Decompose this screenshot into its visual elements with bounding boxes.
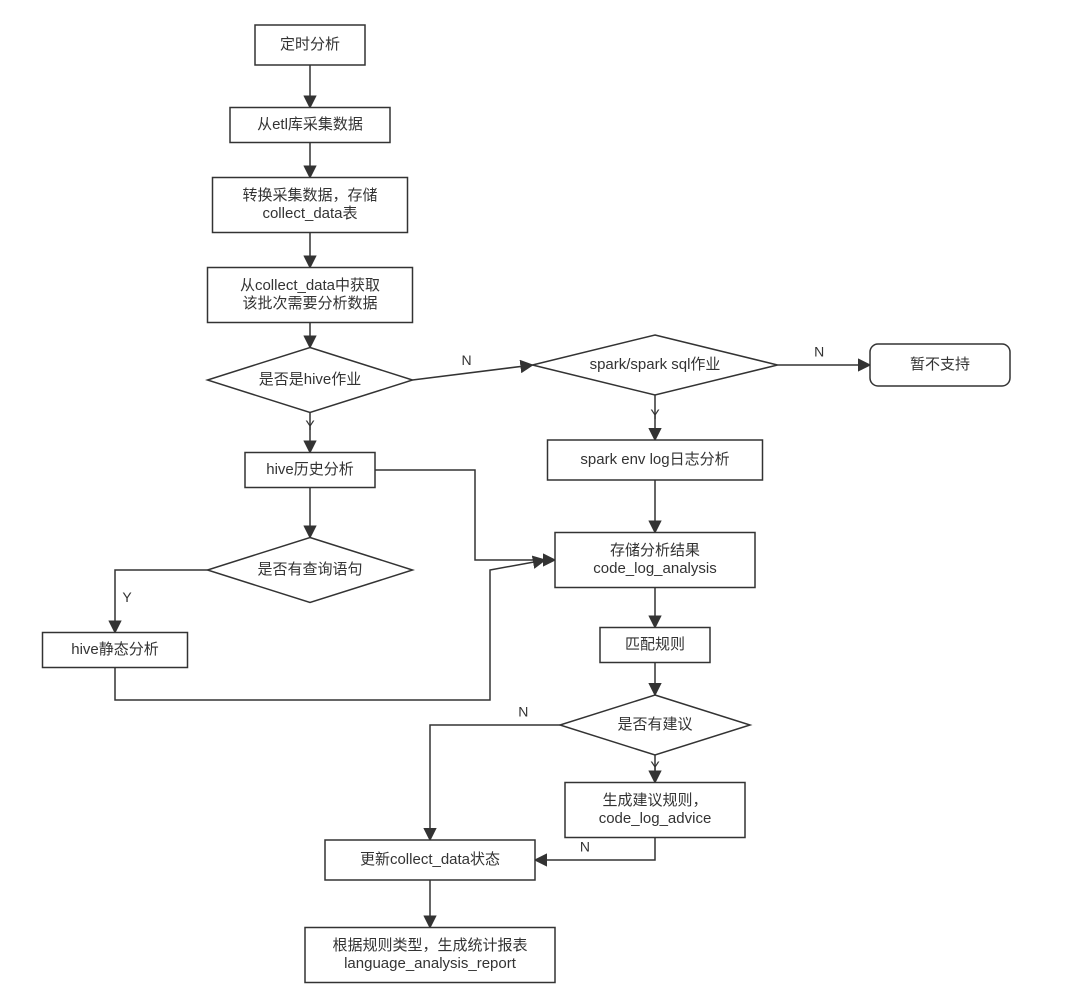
edge-label-e18: N — [580, 839, 590, 855]
edge-label-e8: Y — [650, 406, 660, 422]
edge-e11 — [375, 470, 555, 560]
node-label-n_convert-1: collect_data表 — [262, 205, 357, 222]
node-n_fetch: 从collect_data中获取该批次需要分析数据 — [208, 268, 413, 323]
node-n_genadvice: 生成建议规则，code_log_advice — [565, 783, 745, 838]
node-label-d_spark-0: spark/spark sql作业 — [590, 356, 721, 373]
edge-label-e12: Y — [122, 589, 132, 605]
nodes-layer: 定时分析从etl库采集数据转换采集数据，存储collect_data表从coll… — [43, 25, 1011, 983]
edge-e17 — [430, 725, 560, 840]
node-n_sparkenv: spark env log日志分析 — [548, 440, 763, 480]
node-label-n_store-1: code_log_analysis — [593, 560, 716, 577]
node-label-n_hivehist-0: hive历史分析 — [266, 461, 354, 478]
node-label-n_sparkenv-0: spark env log日志分析 — [580, 451, 729, 468]
node-label-n_genadvice-1: code_log_advice — [599, 810, 712, 827]
edge-label-e5: Y — [305, 417, 315, 433]
node-label-d_hive-0: 是否是hive作业 — [259, 371, 362, 388]
node-label-n_update-0: 更新collect_data状态 — [360, 851, 500, 868]
node-d_hive: 是否是hive作业 — [208, 348, 413, 413]
node-n_match: 匹配规则 — [600, 628, 710, 663]
node-label-n_hivestatic-0: hive静态分析 — [71, 641, 159, 658]
node-n_timer: 定时分析 — [255, 25, 365, 65]
node-n_store: 存储分析结果code_log_analysis — [555, 533, 755, 588]
node-n_report: 根据规则类型，生成统计报表language_analysis_report — [305, 928, 555, 983]
node-n_convert: 转换采集数据，存储collect_data表 — [213, 178, 408, 233]
edge-e6 — [413, 365, 533, 380]
node-n_unsup: 暂不支持 — [870, 344, 1010, 386]
edge-label-e6: N — [461, 352, 471, 368]
edge-e18 — [535, 838, 655, 861]
node-label-n_fetch-0: 从collect_data中获取 — [240, 277, 380, 294]
node-n_hivehist: hive历史分析 — [245, 453, 375, 488]
edge-label-e16: Y — [650, 758, 660, 774]
node-n_etl: 从etl库采集数据 — [230, 108, 390, 143]
node-label-d_query-0: 是否有查询语句 — [257, 561, 362, 578]
node-label-n_store-0: 存储分析结果 — [610, 542, 700, 559]
node-label-n_fetch-1: 该批次需要分析数据 — [242, 295, 377, 312]
node-label-d_advice-0: 是否有建议 — [617, 716, 692, 733]
node-label-n_etl-0: 从etl库采集数据 — [257, 116, 363, 133]
edge-label-e17: N — [518, 704, 528, 720]
node-d_query: 是否有查询语句 — [208, 538, 413, 603]
node-label-n_convert-0: 转换采集数据，存储 — [242, 187, 377, 204]
node-n_update: 更新collect_data状态 — [325, 840, 535, 880]
node-label-n_report-0: 根据规则类型，生成统计报表 — [332, 937, 527, 954]
node-label-n_unsup-0: 暂不支持 — [910, 356, 970, 373]
node-d_spark: spark/spark sql作业 — [533, 335, 778, 395]
node-label-n_report-1: language_analysis_report — [344, 955, 517, 972]
node-n_hivestatic: hive静态分析 — [43, 633, 188, 668]
node-label-n_genadvice-0: 生成建议规则， — [602, 792, 707, 809]
node-label-n_match-0: 匹配规则 — [625, 636, 685, 653]
node-label-n_timer-0: 定时分析 — [280, 36, 340, 53]
node-d_advice: 是否有建议 — [560, 695, 750, 755]
edge-label-e7: N — [814, 344, 824, 360]
flowchart: YNNYYYNN定时分析从etl库采集数据转换采集数据，存储collect_da… — [0, 0, 1080, 1007]
